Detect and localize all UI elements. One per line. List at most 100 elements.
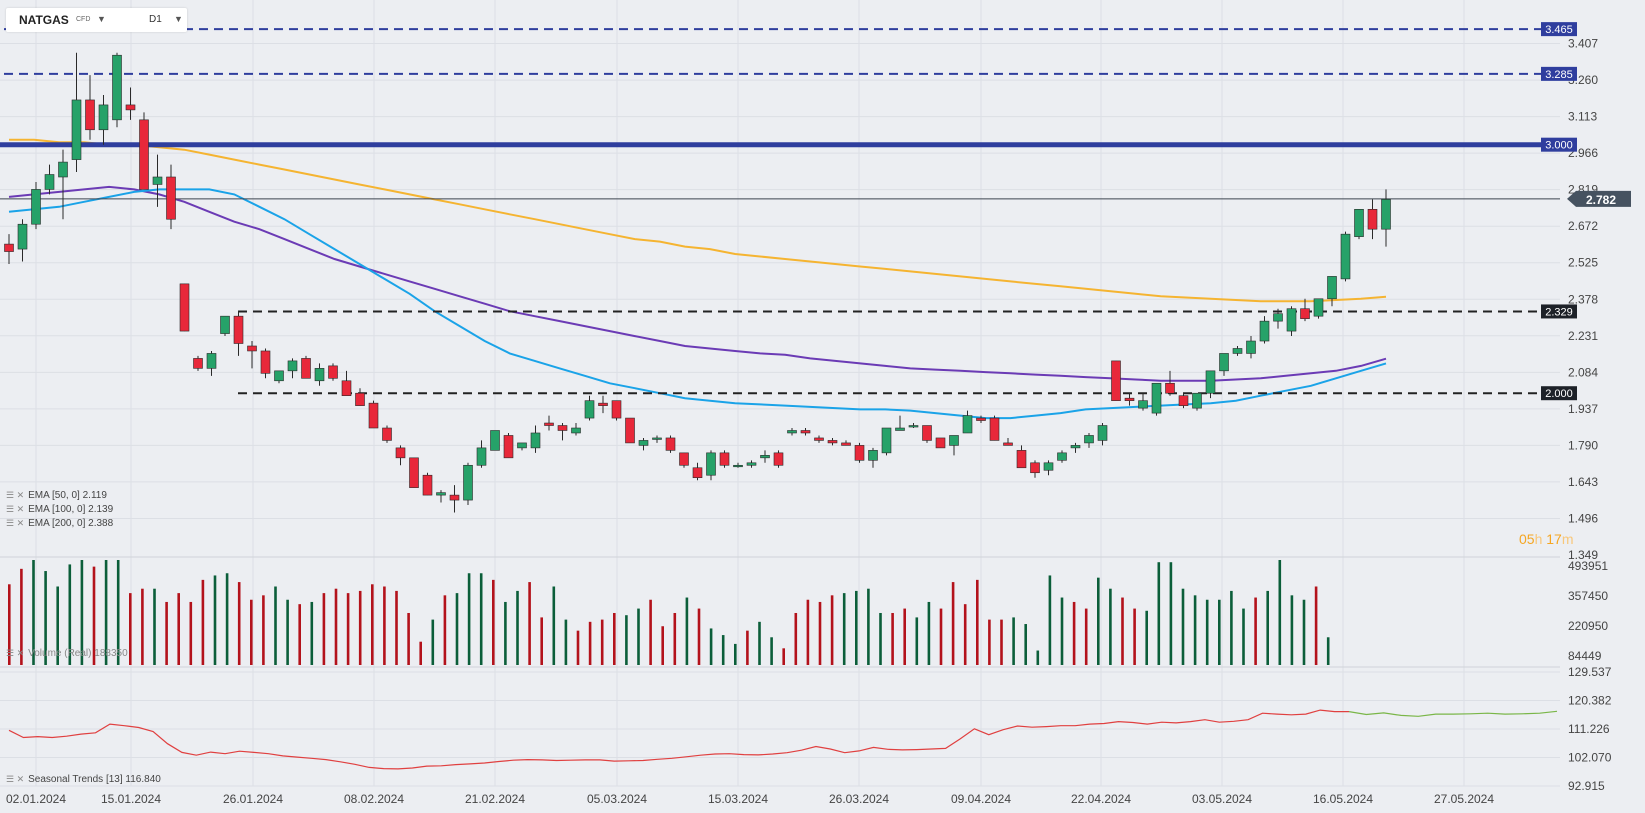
volume-bar bbox=[1278, 560, 1282, 665]
volume-bar bbox=[1157, 562, 1161, 665]
candle-body bbox=[1178, 395, 1189, 406]
indicator-ema-200[interactable]: ☰ ✕ EMA [200, 0] 2.388 bbox=[6, 518, 113, 529]
candle-body bbox=[1016, 450, 1027, 469]
ema-200-line bbox=[9, 138, 1387, 303]
candle-body bbox=[989, 417, 1000, 441]
symbol-selector[interactable]: NATGAS CFD ▼ D1 ▼ bbox=[6, 8, 187, 32]
candle-body bbox=[760, 455, 770, 459]
volume-bar bbox=[673, 612, 677, 665]
volume-bar bbox=[625, 615, 628, 665]
x-tick-label: 22.04.2024 bbox=[1071, 792, 1131, 806]
volume-bar bbox=[1254, 597, 1257, 665]
candle-body bbox=[1232, 348, 1243, 354]
settings-icon[interactable]: ☰ ✕ bbox=[6, 774, 25, 784]
candle-body bbox=[800, 430, 811, 434]
timer-minutes-unit: m bbox=[1561, 531, 1574, 547]
candle-body bbox=[881, 427, 892, 454]
volume-bar bbox=[891, 612, 894, 665]
volume-bar bbox=[1109, 588, 1112, 665]
settings-icon[interactable]: ☰ ✕ bbox=[6, 518, 25, 528]
candle-body bbox=[1286, 308, 1297, 332]
y-tick-label: 1.643 bbox=[1568, 475, 1598, 489]
candle-body bbox=[260, 350, 271, 374]
volume-bar bbox=[286, 599, 289, 665]
candle-body bbox=[854, 445, 865, 461]
volume-bar bbox=[346, 593, 350, 665]
indicator-volume[interactable]: ☰ ✕ Volume (Real) 188350 bbox=[6, 648, 128, 659]
volume-bar bbox=[129, 593, 132, 665]
volume-bar bbox=[842, 593, 846, 665]
level-tag bbox=[1541, 137, 1577, 152]
candle-body bbox=[625, 417, 635, 444]
volume-bar bbox=[504, 601, 507, 665]
time-axis[interactable]: 02.01.2024 15.01.2024 26.01.2024 08.02.2024… bbox=[6, 792, 1494, 806]
candle-body bbox=[179, 283, 190, 332]
current-price-tag bbox=[1567, 190, 1631, 207]
candle-body bbox=[1003, 442, 1013, 446]
settings-icon[interactable]: ☰ ✕ bbox=[6, 504, 25, 514]
candle-body bbox=[517, 442, 527, 449]
candle-body bbox=[58, 161, 68, 178]
timeframe-label[interactable]: D1 bbox=[149, 14, 162, 25]
indicator-ema-50[interactable]: ☰ ✕ EMA [50, 0] 2.119 bbox=[6, 490, 107, 501]
candle-body bbox=[1030, 462, 1040, 474]
volume-bar bbox=[68, 564, 72, 665]
settings-icon[interactable]: ☰ ✕ bbox=[6, 648, 25, 658]
volume-bar bbox=[479, 573, 483, 665]
candle-body bbox=[220, 315, 230, 334]
candle-body bbox=[787, 430, 797, 434]
volume-bar bbox=[92, 566, 96, 665]
price-axis[interactable]: 3.4073.2603.1132.9662.8192.6722.5252.378… bbox=[1568, 37, 1612, 793]
candle-body bbox=[368, 402, 379, 429]
candle-body bbox=[868, 450, 878, 461]
volume-bar bbox=[1048, 575, 1052, 665]
y-tick-label: 220950 bbox=[1568, 619, 1608, 633]
x-tick-label: 15.01.2024 bbox=[101, 792, 161, 806]
candle-body bbox=[463, 464, 473, 501]
candlesticks bbox=[4, 52, 1391, 513]
chevron-down-icon[interactable]: ▼ bbox=[97, 14, 106, 24]
candle-body bbox=[1381, 199, 1391, 230]
volume-bar bbox=[927, 601, 931, 665]
volume-bar bbox=[141, 588, 144, 665]
volume-bar bbox=[225, 573, 229, 665]
candle-body bbox=[4, 243, 14, 252]
symbol-name: NATGAS bbox=[19, 13, 69, 27]
volume-bar bbox=[600, 619, 604, 665]
volume-bar bbox=[1084, 608, 1088, 665]
volume-bar bbox=[177, 593, 180, 665]
y-tick-label: 493951 bbox=[1568, 559, 1608, 573]
volume-bar bbox=[782, 648, 785, 665]
candle-body bbox=[949, 435, 959, 446]
price-levels bbox=[0, 28, 1560, 395]
x-tick-label: 08.02.2024 bbox=[344, 792, 404, 806]
indicator-ema-100[interactable]: ☰ ✕ EMA [100, 0] 2.139 bbox=[6, 504, 113, 515]
indicator-seasonal[interactable]: ☰ ✕ Seasonal Trends [13] 116.840 bbox=[6, 774, 161, 785]
level-tag-label: 3.285 bbox=[1545, 69, 1573, 81]
chevron-down-icon[interactable]: ▼ bbox=[174, 14, 183, 24]
volume-bar bbox=[8, 584, 11, 665]
volume-bar bbox=[431, 619, 435, 665]
volume-bar bbox=[540, 617, 543, 665]
candle-body bbox=[112, 54, 122, 121]
ema-100-path bbox=[8, 185, 1387, 382]
candle-body bbox=[571, 427, 581, 434]
volume-bar bbox=[830, 595, 834, 665]
candle-body bbox=[665, 437, 676, 451]
candle-body bbox=[679, 452, 689, 466]
candle-body bbox=[814, 437, 824, 441]
candle-body bbox=[152, 176, 163, 185]
volume-bar bbox=[407, 612, 410, 665]
candle-body bbox=[1138, 400, 1148, 409]
candle-body bbox=[611, 400, 622, 419]
candle-body bbox=[301, 358, 311, 379]
volume-bar bbox=[976, 579, 979, 665]
candle-body bbox=[1165, 382, 1175, 394]
volume-bar bbox=[165, 601, 168, 665]
candle-body bbox=[976, 417, 986, 421]
settings-icon[interactable]: ☰ ✕ bbox=[6, 490, 25, 500]
candle-body bbox=[1219, 353, 1229, 372]
candle-body bbox=[382, 427, 392, 441]
candle-body bbox=[922, 425, 932, 441]
